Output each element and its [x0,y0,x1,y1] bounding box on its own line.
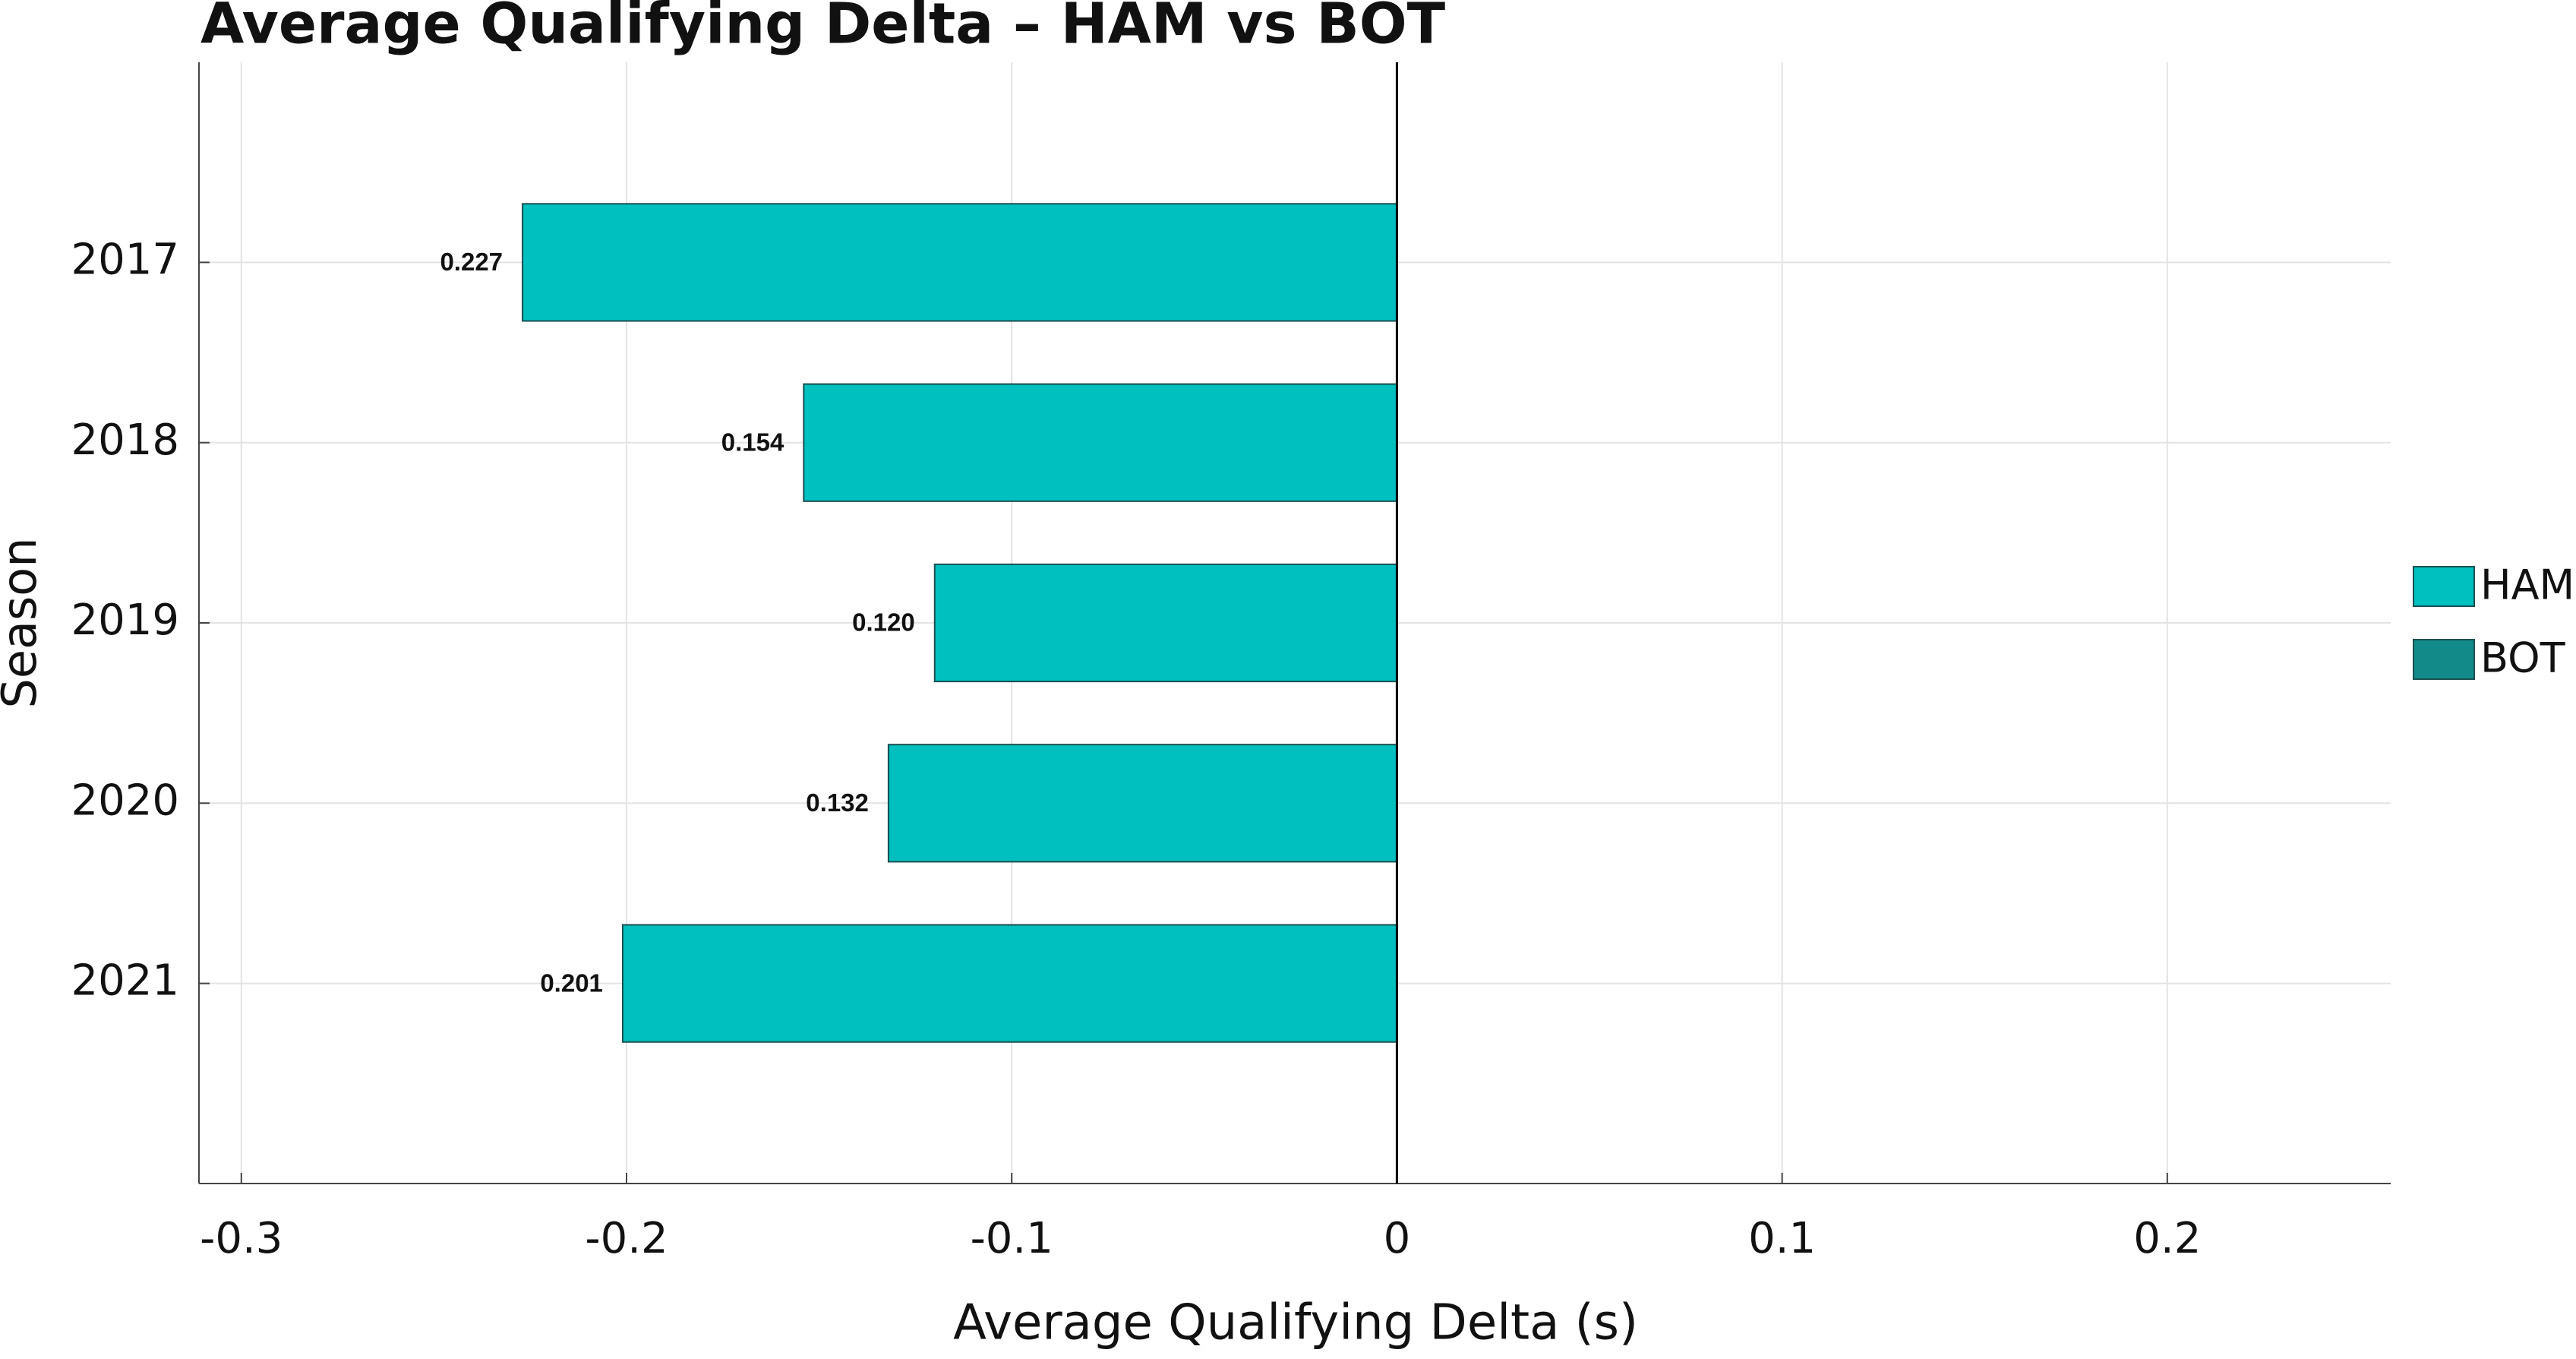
value-label: 0.201 [540,969,603,997]
value-label: 0.132 [806,789,869,817]
y-axis-label: Season [0,537,47,708]
bar [803,383,1398,502]
x-axis-label: Average Qualifying Delta (s) [953,1295,1638,1351]
x-tick-label: -0.2 [585,1214,668,1263]
legend-label: BOT [2480,634,2566,682]
value-label: 0.227 [440,248,503,276]
y-tick-label: 2017 [71,235,179,285]
x-tick-label: 0 [1384,1214,1411,1263]
x-tick-label: 0.1 [1748,1214,1816,1263]
x-tick-label: -0.1 [971,1214,1053,1263]
x-tick-label: -0.3 [200,1214,283,1263]
legend-label: HAM [2480,561,2574,609]
bar [887,744,1398,863]
bar [522,203,1398,322]
legend-swatch [2413,566,2475,607]
y-tick-label: 2021 [71,956,179,1006]
y-tick-label: 2020 [71,776,179,825]
bar [621,924,1398,1043]
bar [933,563,1398,683]
value-label: 0.120 [852,608,915,637]
y-tick-label: 2019 [71,596,179,645]
x-tick-label: 0.2 [2133,1214,2201,1263]
legend-swatch [2413,639,2475,680]
y-tick-label: 2018 [71,416,179,465]
value-label: 0.154 [721,428,784,456]
chart-title: Average Qualifying Delta – HAM vs BOT [200,0,1446,57]
